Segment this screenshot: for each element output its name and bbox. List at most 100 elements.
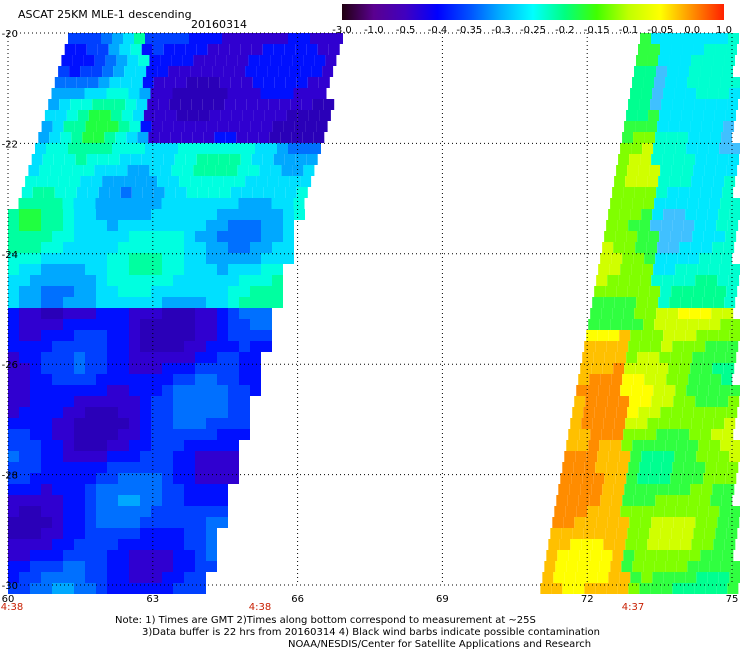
pixel: [608, 330, 620, 341]
pixel: [41, 374, 52, 385]
pixel: [30, 583, 41, 594]
pixel: [712, 242, 724, 253]
pixel: [112, 143, 123, 154]
pixel: [195, 308, 206, 319]
pixel: [146, 176, 158, 187]
pixel: [52, 242, 63, 253]
pixel: [694, 341, 706, 352]
pixel: [238, 198, 250, 209]
pixel: [686, 264, 698, 275]
pixel: [164, 187, 176, 198]
pixel: [63, 572, 74, 583]
pixel: [639, 341, 651, 352]
pixel: [714, 352, 726, 363]
pixel: [41, 275, 52, 286]
pixel: [140, 220, 151, 231]
pixel: [656, 429, 668, 440]
pixel: [151, 396, 162, 407]
pixel: [629, 154, 641, 165]
pixel: [52, 429, 63, 440]
pixel: [218, 44, 230, 55]
pixel: [540, 583, 552, 594]
pixel: [118, 374, 129, 385]
pixel: [19, 352, 30, 363]
pixel: [19, 220, 30, 231]
pixel: [36, 176, 48, 187]
pixel: [30, 242, 41, 253]
pixel: [633, 495, 645, 506]
pixel: [30, 209, 41, 220]
pixel: [140, 583, 151, 594]
pixel: [206, 528, 217, 539]
pixel: [63, 121, 75, 132]
pixel: [140, 231, 151, 242]
pixel: [228, 473, 239, 484]
pixel: [206, 231, 217, 242]
pixel: [184, 275, 195, 286]
pixel: [650, 583, 662, 594]
pixel: [722, 308, 734, 319]
pixel: [129, 396, 140, 407]
pixel: [30, 286, 41, 297]
pixel: [228, 418, 239, 429]
pixel: [250, 242, 261, 253]
pixel: [686, 385, 698, 396]
pixel: [19, 418, 30, 429]
pixel: [151, 220, 162, 231]
pixel: [41, 451, 52, 462]
pixel: [129, 385, 140, 396]
pixel: [628, 583, 640, 594]
pixel: [75, 44, 87, 55]
pixel: [642, 143, 654, 154]
pixel: [140, 528, 151, 539]
pixel: [272, 297, 283, 308]
pixel: [213, 99, 225, 110]
pixel: [129, 231, 140, 242]
pixel: [8, 539, 19, 550]
pixel: [645, 429, 657, 440]
pixel: [659, 352, 671, 363]
pixel: [672, 583, 684, 594]
pixel: [206, 253, 217, 264]
pixel: [558, 484, 570, 495]
pixel: [204, 165, 216, 176]
pixel: [570, 418, 582, 429]
pixel: [674, 88, 686, 99]
pixel: [107, 330, 118, 341]
pixel: [674, 572, 686, 583]
pixel: [30, 308, 41, 319]
pixel: [63, 550, 74, 561]
pixel: [705, 583, 717, 594]
pixel: [677, 253, 689, 264]
pixel: [619, 209, 631, 220]
pixel: [173, 407, 184, 418]
pixel: [96, 253, 107, 264]
pixel: [655, 253, 667, 264]
pixel: [118, 484, 129, 495]
pixel: [618, 154, 630, 165]
pixel: [212, 66, 224, 77]
pixel: [295, 44, 307, 55]
pixel: [307, 77, 319, 88]
pixel: [698, 319, 710, 330]
pixel: [228, 242, 239, 253]
pixel: [184, 451, 195, 462]
pixel: [691, 297, 703, 308]
pixel: [63, 473, 74, 484]
pixel: [240, 44, 252, 55]
pixel: [239, 418, 250, 429]
pixel: [643, 198, 655, 209]
pixel: [711, 308, 723, 319]
pixel: [184, 385, 195, 396]
pixel: [217, 363, 228, 374]
pixel: [664, 385, 676, 396]
pixel: [683, 99, 695, 110]
pixel: [41, 484, 52, 495]
pixel: [632, 440, 644, 451]
pixel: [206, 330, 217, 341]
pixel: [669, 55, 681, 66]
pixel: [173, 341, 184, 352]
pixel: [578, 495, 590, 506]
pixel: [184, 264, 195, 275]
pixel: [129, 220, 140, 231]
